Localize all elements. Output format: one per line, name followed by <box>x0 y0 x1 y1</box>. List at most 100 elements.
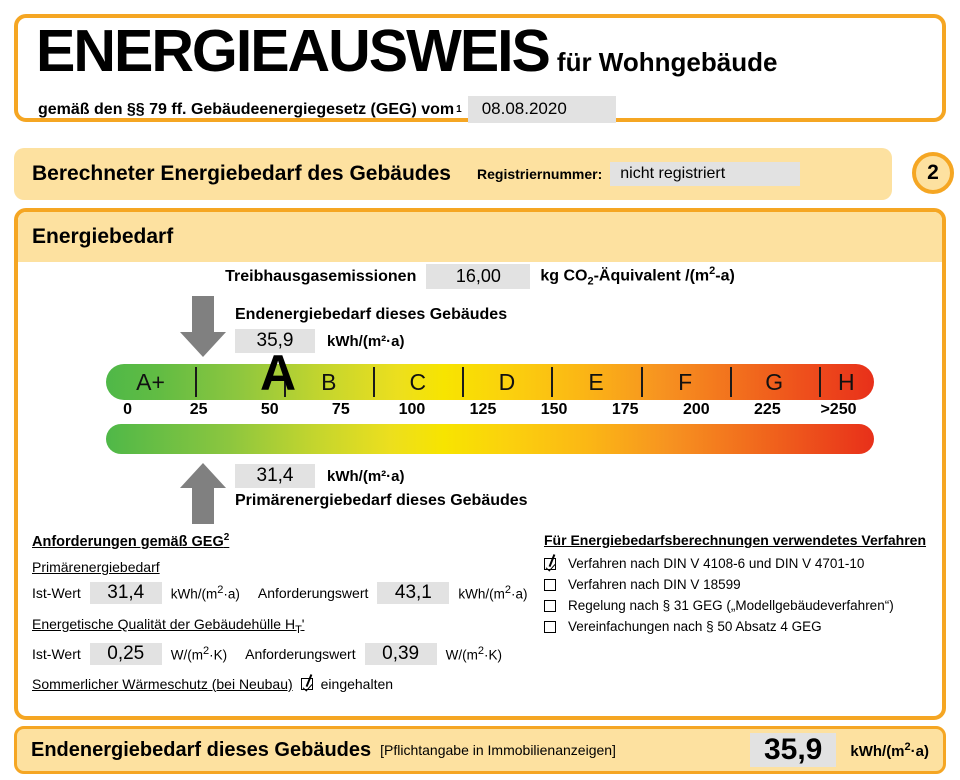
scale-tick-labels: 0 25 50 75 100 125 150 175 200 225 >250 <box>92 401 874 423</box>
class-segment-g: G <box>729 364 819 400</box>
end-energy-value[interactable]: 35,9 <box>235 329 315 353</box>
procedure-checkbox[interactable] <box>544 579 556 591</box>
procedure-item[interactable]: Regelung nach § 31 GEG („Modellgebäudeve… <box>544 598 942 613</box>
scale-tick: 175 <box>611 401 639 418</box>
legal-basis-row: gemäß den §§ 79 ff. Gebäudeenergiegesetz… <box>38 96 616 123</box>
unit-sup: 2 <box>202 644 210 657</box>
ghg-unit: kg CO2-Äquivalent /(m2-a) <box>540 265 735 288</box>
registration-label: Registriernummer: <box>477 166 603 182</box>
scale-tick: 25 <box>189 401 208 418</box>
unit-sup: 2 <box>217 584 224 597</box>
class-segment-f: F <box>640 364 730 400</box>
ghg-label: Treibhausgasemissionen <box>225 267 417 285</box>
envelope-anf-value[interactable]: 0,39 <box>364 642 437 665</box>
requirements-block: Anforderungen gemäß GEG2 Primärenergiebe… <box>32 532 532 692</box>
scale-tick: >250 <box>820 401 857 418</box>
envelope-subheading: Energetische Qualität der Gebäudehülle H… <box>32 616 532 636</box>
primary-energy-label: Primärenergiebedarf dieses Gebäudes <box>235 492 528 509</box>
geg-date-field[interactable]: 08.08.2020 <box>467 96 616 123</box>
primary-energy-marker-arrow-up-icon <box>179 462 227 524</box>
ghg-unit-a: kg CO <box>540 267 588 285</box>
primary-ist-unit: kWh/(m2·a) <box>171 584 240 602</box>
envelope-subheading-prime: ' <box>301 615 305 632</box>
primary-ist-value[interactable]: 31,4 <box>89 581 162 604</box>
unit-b: ·K) <box>209 647 228 663</box>
primary-energy-gradient-bar <box>106 424 874 454</box>
ist-wert-label: Ist-Wert <box>32 584 81 601</box>
procedure-label: Verfahren nach DIN V 18599 <box>568 577 741 592</box>
unit-b: ·a) <box>910 742 929 760</box>
procedure-checkbox[interactable] <box>544 558 556 570</box>
unit-a: W/(m <box>445 647 478 663</box>
envelope-subheading-sub: T <box>295 623 302 636</box>
scale-tick: 200 <box>682 401 710 418</box>
document-title: ENERGIEAUSWEIS für Wohngebäude <box>36 22 777 81</box>
summer-heat-protection-label: Sommerlicher Wärmeschutz (bei Neubau) <box>32 675 293 692</box>
summer-heat-protection-checkbox[interactable] <box>300 677 313 690</box>
active-class-letter: A <box>259 345 297 401</box>
greenhouse-gas-row: Treibhausgasemissionen 16,00 kg CO2-Äqui… <box>18 264 942 289</box>
procedure-label: Vereinfachungen nach § 50 Absatz 4 GEG <box>568 619 822 634</box>
procedures-block: Für Energiebedarfsberechnungen verwendet… <box>544 532 942 640</box>
ghg-unit-sub: 2 <box>587 275 594 288</box>
unit-a: kWh/(m <box>170 586 218 602</box>
unit-b: ·K) <box>483 647 502 663</box>
procedure-item[interactable]: Verfahren nach DIN V 18599 <box>544 577 942 592</box>
primary-anf-value[interactable]: 43,1 <box>377 581 450 604</box>
envelope-ist-unit: W/(m2·K) <box>171 645 227 663</box>
requirements-heading: Anforderungen gemäß GEG2 <box>32 532 532 550</box>
end-energy-value-row: 35,9 kWh/(m²·a) <box>235 329 405 353</box>
scale-tick: 150 <box>540 401 568 418</box>
registration-value[interactable]: nicht registriert <box>610 162 801 186</box>
scale-tick: 50 <box>260 401 279 418</box>
primary-energy-value[interactable]: 31,4 <box>235 464 315 488</box>
primary-energy-subheading: Primärenergiebedarf <box>32 558 160 575</box>
procedure-item[interactable]: Verfahren nach DIN V 4108-6 und DIN V 47… <box>544 556 942 571</box>
unit-a: W/(m <box>170 647 203 663</box>
ghg-value[interactable]: 16,00 <box>426 264 531 289</box>
unit-a: kWh/(m <box>850 742 905 760</box>
unit-sup: 2 <box>477 644 484 657</box>
end-energy-unit: kWh/(m²·a) <box>327 332 405 350</box>
unit-b: ·a) <box>223 586 240 602</box>
anforderungswert-label: Anforderungswert <box>245 645 356 662</box>
end-energy-label: Endenergiebedarf dieses Gebäudes <box>235 306 508 323</box>
procedure-label: Regelung nach § 31 GEG („Modellgebäudeve… <box>568 598 894 613</box>
class-segment-h: H <box>818 364 874 400</box>
scale-tick: 125 <box>469 401 497 418</box>
footer-title: Endenergiebedarf dieses Gebäudes <box>31 738 372 761</box>
primary-anf-unit: kWh/(m2·a) <box>458 584 527 602</box>
class-segment-aplus: A+ <box>136 368 165 395</box>
primary-energy-values-row: Ist-Wert 31,4 kWh/(m2·a) Anforderungswer… <box>32 581 532 604</box>
envelope-ist-value[interactable]: 0,25 <box>89 642 162 665</box>
requirements-heading-text: Anforderungen gemäß GEG <box>32 533 224 550</box>
panel-header: Energiebedarf <box>18 212 942 262</box>
class-segment-c: C <box>373 364 462 400</box>
class-segment-e: E <box>551 364 640 400</box>
summer-heat-protection-status: eingehalten <box>320 675 394 692</box>
procedures-heading: Für Energiebedarfsberechnungen verwendet… <box>544 532 927 548</box>
ghg-unit-c: -a) <box>715 267 735 285</box>
scale-tick: 100 <box>398 401 426 418</box>
primary-energy-unit: kWh/(m²·a) <box>327 467 405 485</box>
ghg-unit-sup: 2 <box>709 265 716 278</box>
page-number-badge: 2 <box>912 152 954 194</box>
class-segment-b: B <box>284 364 373 400</box>
envelope-subheading-text: Energetische Qualität der Gebäudehülle H <box>32 615 296 632</box>
ghg-unit-b: -Äquivalent /(m <box>593 267 710 285</box>
title-subtitle: für Wohngebäude <box>556 47 778 77</box>
procedure-label: Verfahren nach DIN V 4108-6 und DIN V 47… <box>568 556 865 571</box>
energy-demand-panel: Energiebedarf Treibhausgasemissionen 16,… <box>14 208 946 720</box>
scale-tick: 75 <box>331 401 350 418</box>
procedure-item[interactable]: Vereinfachungen nach § 50 Absatz 4 GEG <box>544 619 942 634</box>
legal-basis-text: gemäß den §§ 79 ff. Gebäudeenergiegesetz… <box>38 100 455 118</box>
ist-wert-label: Ist-Wert <box>32 645 81 662</box>
section-header-band: Berechneter Energiebedarf des Gebäudes R… <box>14 148 892 200</box>
footer-value[interactable]: 35,9 <box>749 733 837 767</box>
procedure-checkbox[interactable] <box>544 621 556 633</box>
anforderungswert-label: Anforderungswert <box>257 584 369 601</box>
end-energy-marker-arrow-down-icon <box>179 296 227 358</box>
procedure-checkbox[interactable] <box>544 600 556 612</box>
footer-note: [Pflichtangabe in Immobilienanzeigen] <box>380 742 616 758</box>
